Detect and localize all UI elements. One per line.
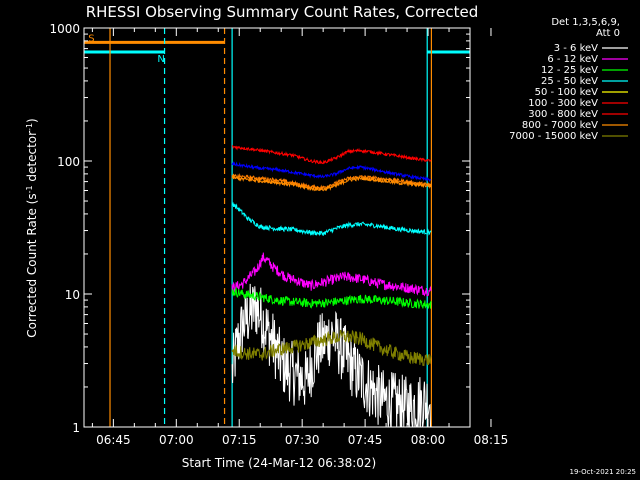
legend-item-label: 300 - 800 keV bbox=[528, 109, 598, 120]
x-tick-label: 07:00 bbox=[159, 433, 194, 447]
series-line-12to25keV bbox=[231, 286, 432, 310]
series-line-6to12keV bbox=[231, 252, 432, 297]
chart-title: RHESSI Observing Summary Count Rates, Co… bbox=[86, 3, 479, 21]
y-tick-label: 10 bbox=[65, 288, 80, 302]
axes: 1 10 100 1000 06:45 07:00 07:15 07:30 07:45 08:00… bbox=[49, 22, 508, 447]
legend-header-line: Att 0 bbox=[596, 28, 620, 39]
series-line-25to50keV bbox=[231, 201, 432, 237]
legend-item-label: 12 - 25 keV bbox=[541, 65, 598, 76]
x-tick-label: 08:00 bbox=[411, 433, 446, 447]
series-line-7000to15000keV bbox=[231, 329, 432, 367]
y-label-superscript: -1 bbox=[25, 123, 34, 131]
legend-item-label: 25 - 50 keV bbox=[541, 76, 598, 87]
x-tick-label: 06:45 bbox=[96, 433, 131, 447]
legend-header-line: Det 1,3,5,6,9, bbox=[551, 17, 620, 28]
series-line-300to800keV bbox=[231, 160, 432, 183]
flag-label-n: N bbox=[157, 54, 164, 65]
y-axis-label: Corrected Count Rate (s-1 detector-1) bbox=[25, 118, 40, 337]
x-tick-label: 07:30 bbox=[285, 433, 320, 447]
y-label-text: ) bbox=[25, 118, 39, 123]
plot-area: SN bbox=[84, 28, 470, 427]
x-tick-label: 07:15 bbox=[222, 433, 257, 447]
footer-timestamp: 19-Oct-2021 20:25 bbox=[570, 468, 636, 476]
plot-frame bbox=[83, 27, 471, 428]
y-label-text: Corrected Count Rate (s bbox=[25, 193, 39, 337]
legend-item-label: 50 - 100 keV bbox=[535, 87, 599, 98]
legend-item-label: 100 - 300 keV bbox=[528, 98, 598, 109]
series-line-800to7000keV bbox=[231, 175, 432, 192]
y-tick-label: 100 bbox=[57, 155, 80, 169]
x-tick-label: 07:45 bbox=[348, 433, 383, 447]
legend-item-label: 800 - 7000 keV bbox=[522, 120, 598, 131]
legend-item-label: 7000 - 15000 keV bbox=[509, 131, 598, 142]
series-line-50to100keV bbox=[231, 173, 432, 191]
x-axis-label: Start Time (24-Mar-12 06:38:02) bbox=[182, 456, 376, 470]
legend-item-label: 3 - 6 keV bbox=[554, 43, 598, 54]
flag-label-s: S bbox=[88, 33, 94, 44]
y-label-superscript: -1 bbox=[25, 185, 34, 193]
series-line-100to300keV bbox=[232, 145, 432, 165]
x-tick-label: 08:15 bbox=[474, 433, 509, 447]
y-tick-label: 1 bbox=[72, 421, 80, 435]
legend-item-label: 6 - 12 keV bbox=[547, 54, 598, 65]
y-label-text: detector bbox=[25, 131, 39, 186]
series-line-3to6keV bbox=[231, 283, 431, 427]
y-tick-label: 1000 bbox=[49, 22, 80, 36]
